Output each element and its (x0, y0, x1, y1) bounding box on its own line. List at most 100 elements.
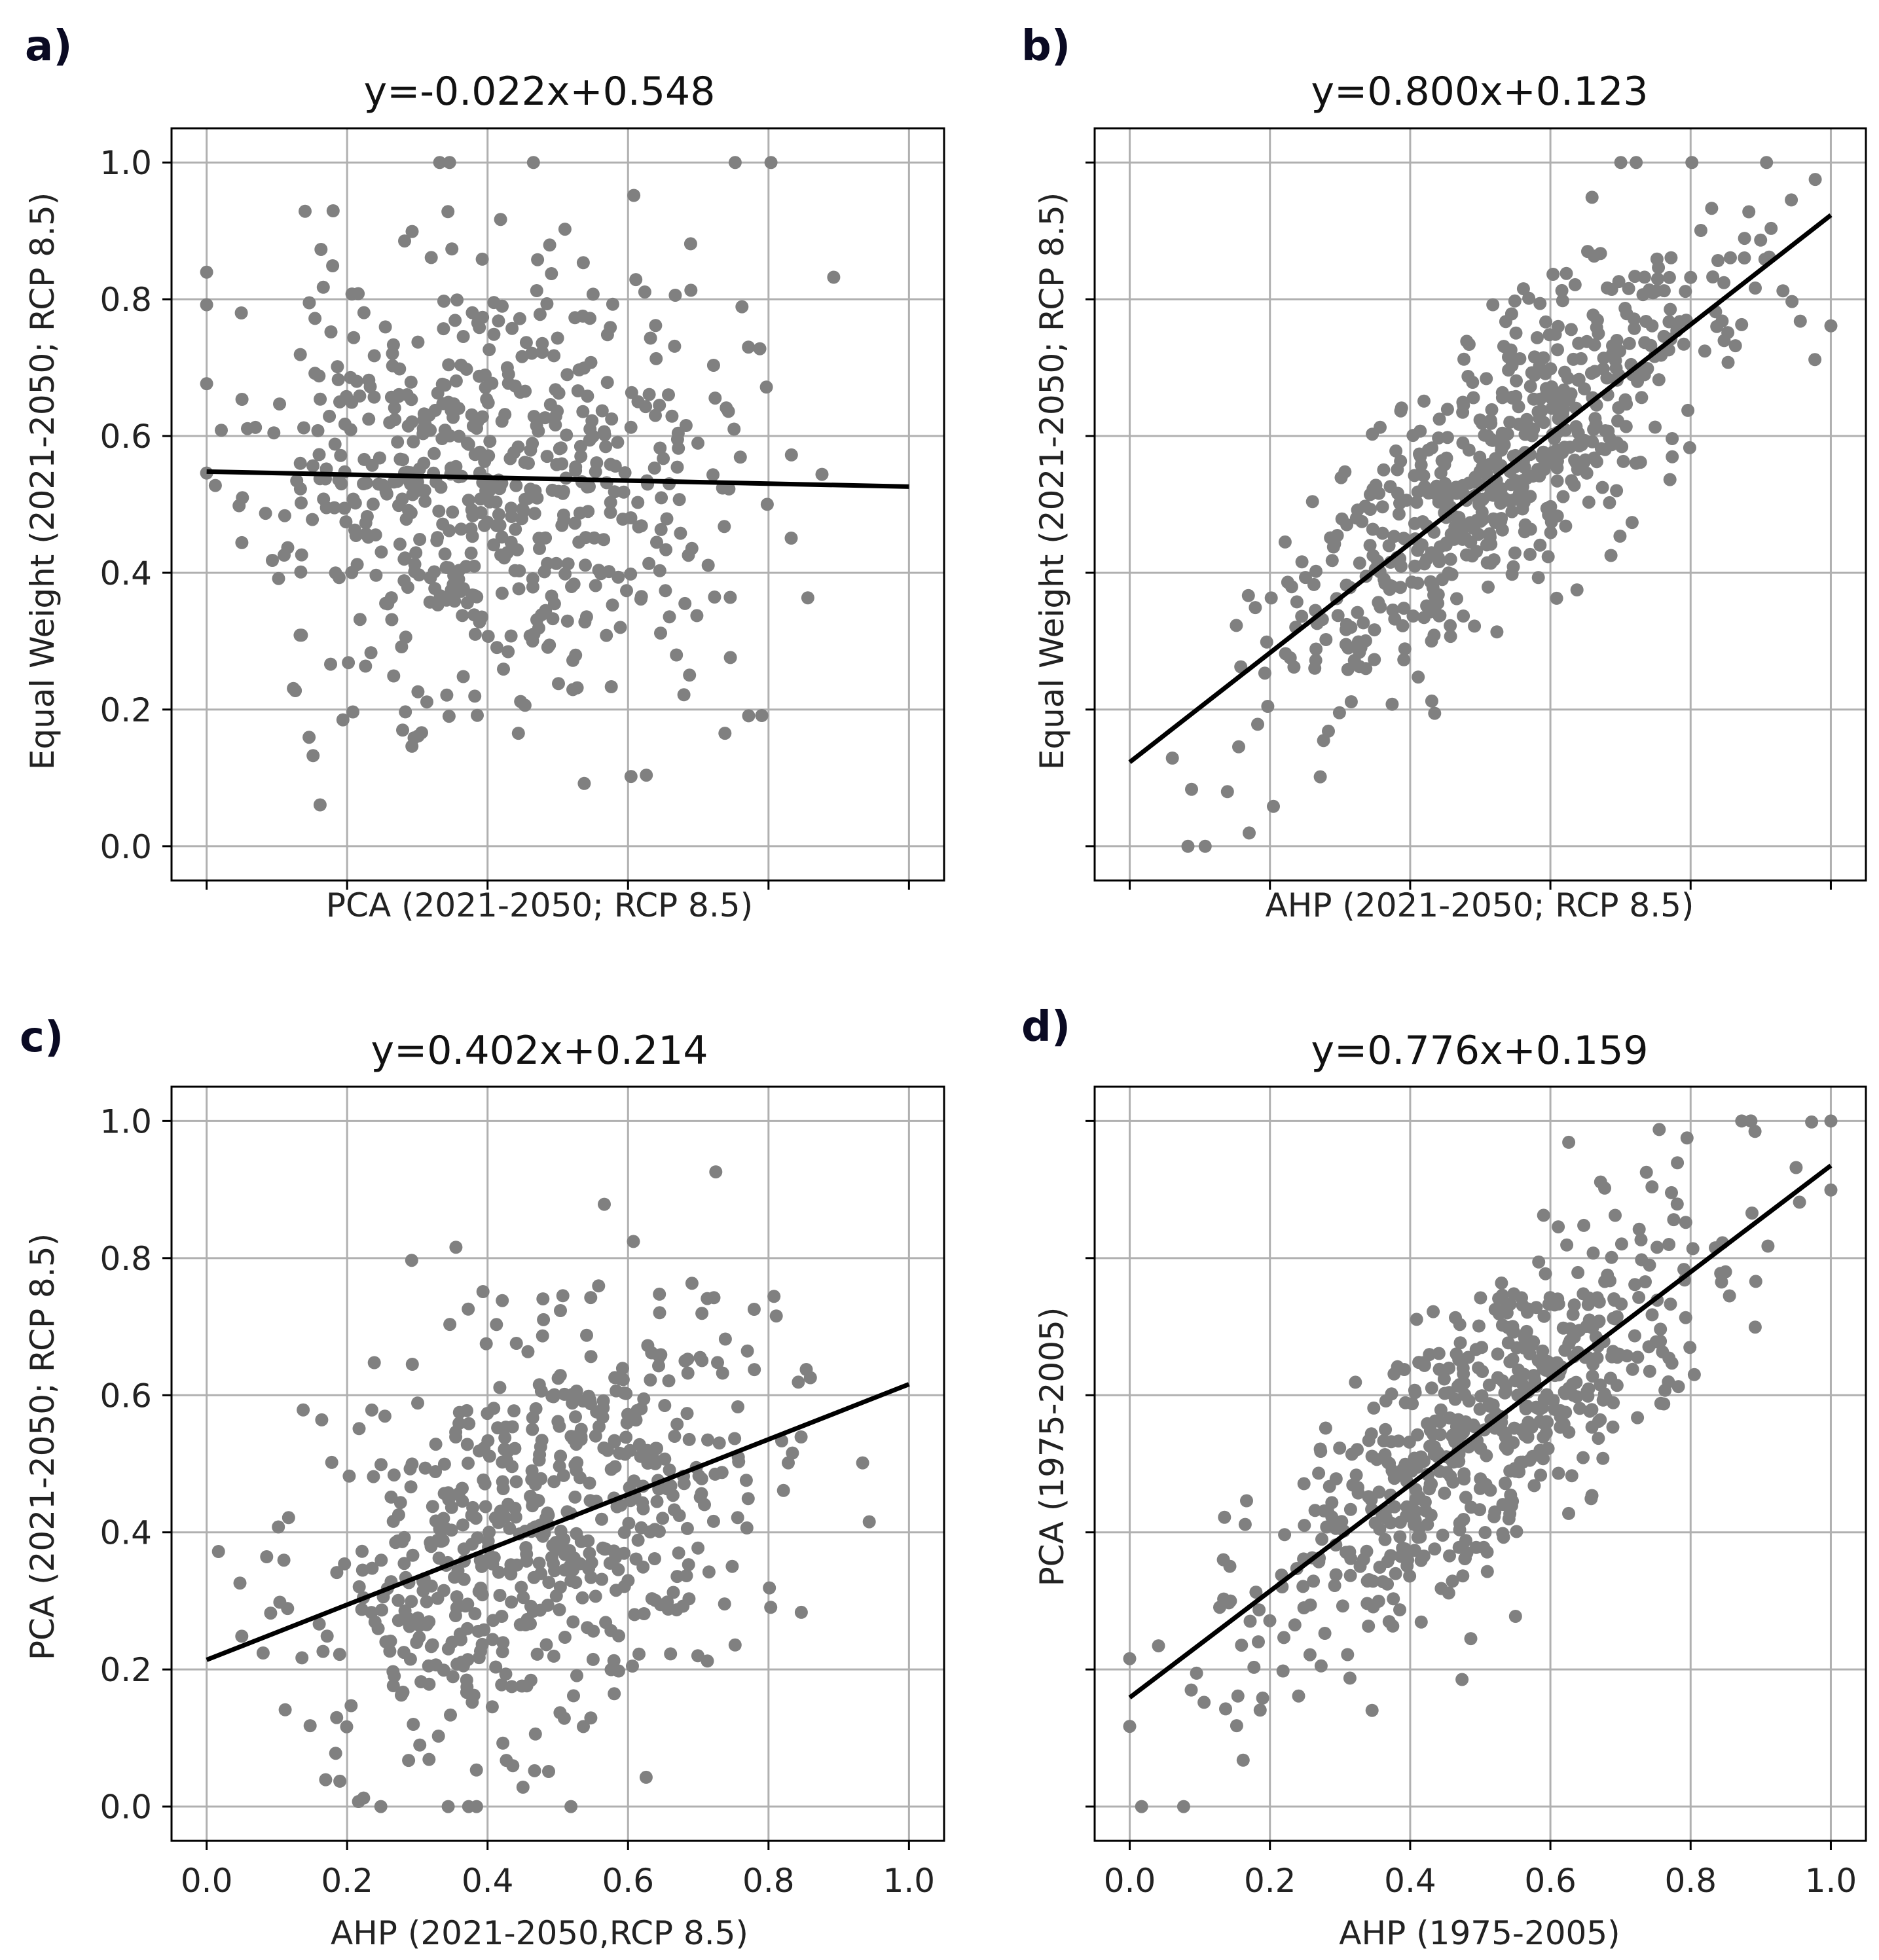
scatter-point (524, 1617, 537, 1631)
scatter-point (604, 1462, 618, 1476)
x-tick-label-d-3: 0.6 (1524, 1862, 1577, 1900)
scatter-point (1456, 1569, 1470, 1583)
scatter-point (1586, 1358, 1600, 1371)
scatter-point (644, 331, 657, 345)
scatter-point (1808, 173, 1822, 187)
scatter-point (456, 670, 470, 683)
scatter-point (336, 713, 350, 727)
scatter-point (418, 1461, 432, 1475)
scatter-point (1436, 1529, 1450, 1542)
scatter-point (648, 1552, 661, 1565)
scatter-point (679, 419, 693, 432)
scatter-point (1508, 1610, 1522, 1623)
regression-line-c (206, 1382, 910, 1662)
scatter-point (1230, 619, 1243, 632)
scatter-point (1677, 337, 1690, 351)
scatter-point (1824, 1183, 1838, 1197)
scatter-point (316, 1644, 330, 1658)
scatter-point (617, 1525, 631, 1539)
scatter-point (1482, 1378, 1496, 1392)
scatter-point (701, 1654, 714, 1668)
scatter-point (477, 1473, 490, 1487)
scatter-point (1565, 1469, 1578, 1483)
scatter-point (1494, 515, 1508, 528)
ticks-a: 0.0 0.2 0.4 0.6 0.8 1.0 (100, 144, 910, 890)
scatter-point (1408, 1383, 1421, 1397)
scatter-point (560, 614, 574, 628)
scatter-point (1539, 382, 1553, 395)
scatter-point (424, 1540, 438, 1553)
scatter-point (549, 556, 563, 570)
scatter-point (1425, 694, 1438, 708)
scatter-point (677, 1477, 691, 1491)
scatter-point (1368, 653, 1381, 666)
scatter-point (1398, 532, 1412, 546)
scatter-point (1548, 1402, 1561, 1416)
scatter-point (560, 428, 574, 442)
scatter-point (543, 398, 557, 411)
scatter-point (1649, 420, 1662, 434)
scatter-point (1505, 359, 1519, 372)
x-axis-label-c: AHP (2021-2050,RCP 8.5) (331, 1914, 748, 1952)
scatter-point (1808, 353, 1822, 367)
scatter-point (1508, 546, 1522, 560)
scatter-point (364, 646, 378, 660)
scatter-point (1657, 284, 1671, 298)
scatter-point (1325, 554, 1339, 568)
panel-label-a: a) (25, 22, 72, 71)
scatter-point (1567, 352, 1580, 366)
scatter-point (542, 1765, 555, 1778)
scatter-point (1368, 1516, 1382, 1530)
scatter-point (1181, 839, 1195, 853)
scatter-point (1527, 1479, 1541, 1493)
scatter-point (536, 1529, 550, 1543)
scatter-point (392, 1593, 405, 1607)
scatter-point (680, 1521, 694, 1535)
scatter-point (549, 418, 562, 432)
scatter-point (678, 596, 692, 610)
scatter-point (1451, 528, 1465, 541)
panel-label-b: b) (1021, 22, 1070, 71)
scatter-point (392, 1614, 405, 1627)
scatter-point (419, 419, 433, 433)
scatter-point (491, 1421, 505, 1435)
scatter-point (1473, 450, 1487, 464)
scatter-point (747, 1303, 761, 1316)
scatter-point (1570, 583, 1584, 597)
scatter-point (554, 441, 568, 455)
scatter-point (1241, 589, 1255, 602)
scatter-point (1283, 651, 1297, 664)
chart-title-b: y=0.800x+0.123 (1311, 69, 1648, 115)
scatter-point (1491, 1371, 1505, 1385)
scatter-point (1592, 1432, 1605, 1445)
scatter-point (545, 483, 559, 497)
scatter-point (608, 460, 622, 473)
scatter-point (443, 1318, 457, 1332)
scatter-point (624, 770, 638, 784)
scatter-point (1314, 1445, 1328, 1458)
scatter-point (1484, 433, 1498, 447)
scatter-point (558, 567, 572, 581)
scatter-point (272, 572, 285, 585)
scatter-point (594, 567, 608, 581)
scatter-point (1448, 1392, 1462, 1406)
scatter-point (365, 1561, 379, 1575)
scatter-point (1590, 455, 1603, 469)
scatter-point (393, 537, 407, 551)
scatter-point (1357, 616, 1370, 630)
scatter-point (613, 621, 627, 634)
scatter-point (277, 1553, 291, 1567)
scatter-point (1738, 251, 1751, 264)
scatter-point (1389, 1567, 1402, 1580)
scatter-point (1705, 202, 1719, 215)
scatter-point (353, 613, 367, 626)
scatter-point (1488, 1303, 1502, 1316)
scatter-point (606, 598, 619, 612)
scatter-point (330, 1566, 344, 1580)
scatter-point (1377, 463, 1391, 477)
scatter-point (509, 479, 523, 492)
scatter-point (324, 657, 337, 671)
scatter-point (1776, 284, 1790, 298)
scatter-point (589, 465, 602, 479)
scatter-point (392, 1508, 405, 1521)
